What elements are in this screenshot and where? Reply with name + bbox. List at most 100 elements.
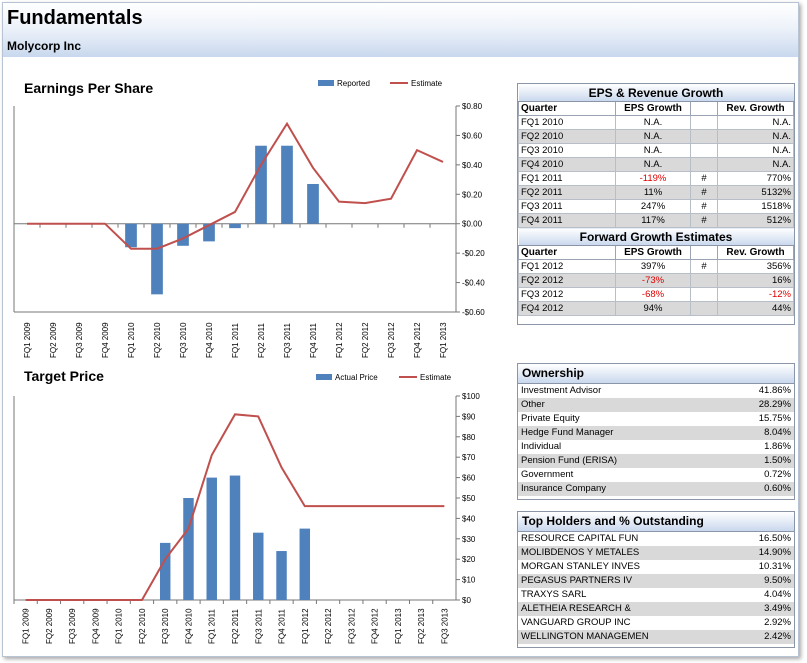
tp-x-tick-label: FQ3 2012: [347, 608, 356, 644]
eps-eps-growth-cell: N.A.: [615, 157, 691, 172]
col-quarter: Quarter: [518, 101, 616, 116]
eps-eps-growth-cell: 11%: [615, 185, 691, 200]
fwd-row: FQ2 2012 -73% 16%: [518, 273, 794, 288]
eps-x-tick-label: FQ1 2013: [439, 322, 448, 358]
tp-x-tick-label: FQ2 2009: [45, 608, 54, 644]
fwd-col-rev-growth: Rev. Growth: [717, 245, 794, 260]
ownership-row: Government 0.72%: [518, 468, 794, 482]
tp-y-tick-label: $10: [462, 576, 476, 585]
tp-chart-title: Target Price: [24, 368, 104, 384]
eps-x-tick-label: FQ1 2012: [335, 322, 344, 358]
fwd-col-eps-growth: EPS Growth: [615, 245, 691, 260]
eps-flag-cell: [690, 115, 718, 130]
eps-x-tick-label: FQ4 2011: [309, 322, 318, 358]
ownership-value: 8.04%: [764, 427, 791, 438]
ownership-panel: Ownership Investment Advisor 41.86% Other 2…: [517, 363, 795, 500]
eps-flag-cell: [690, 157, 718, 172]
fwd-col-quarter: Quarter: [518, 245, 616, 260]
eps-bar: [281, 145, 293, 224]
top-holders-panel: Top Holders and % Outstanding RESOURCE C…: [517, 511, 795, 648]
ownership-label: Investment Advisor: [521, 385, 602, 396]
ownership-value: 28.29%: [758, 399, 791, 410]
holder-row: MOLIBDENOS Y METALES 14.90%: [518, 546, 794, 560]
fwd-row: FQ3 2012 -68% -12%: [518, 287, 794, 302]
holder-value: 14.90%: [758, 547, 791, 558]
fwd-rev-growth-cell: -12%: [717, 287, 794, 302]
eps-row: FQ3 2011 247% #1518%: [518, 199, 794, 214]
eps-x-tick-label: FQ3 2010: [179, 322, 188, 358]
ownership-row: Other 28.29%: [518, 398, 794, 412]
holder-row: ALETHEIA RESEARCH & 3.49%: [518, 602, 794, 616]
eps-x-tick-label: FQ3 2009: [75, 322, 84, 358]
eps-rev-growth-cell: N.A.: [717, 129, 794, 144]
eps-y-tick-label: -$0.20: [462, 249, 485, 258]
holder-label: PEGASUS PARTNERS IV: [521, 575, 633, 586]
eps-y-tick-label: $0.40: [462, 161, 483, 170]
fwd-quarter-cell: FQ2 2012: [518, 273, 616, 288]
eps-x-tick-label: FQ1 2009: [23, 322, 32, 358]
holder-row: TRAXYS SARL 4.04%: [518, 588, 794, 602]
eps-x-tick-label: FQ4 2009: [101, 322, 110, 358]
ownership-value: 0.60%: [764, 483, 791, 494]
ownership-label: Other: [521, 399, 545, 410]
ownership-list: Investment Advisor 41.86% Other 28.29% Priva…: [518, 384, 794, 496]
eps-y-tick-label: $0.80: [462, 102, 483, 111]
ownership-row: Insurance Company 0.60%: [518, 482, 794, 496]
tp-bar: [159, 542, 171, 600]
eps-x-tick-label: FQ1 2010: [127, 322, 136, 358]
eps-y-tick-label: -$0.60: [462, 308, 485, 317]
ownership-value: 0.72%: [764, 469, 791, 480]
eps-y-tick-label: $0.20: [462, 190, 483, 199]
eps-rev-growth-cell: N.A.: [717, 143, 794, 158]
fwd-row: FQ4 2012 94% 44%: [518, 301, 794, 316]
eps-row: FQ1 2010 N.A. N.A.: [518, 115, 794, 130]
fwd-rev-growth-cell: 44%: [717, 301, 794, 316]
eps-row: FQ2 2010 N.A. N.A.: [518, 129, 794, 144]
tp-x-tick-label: FQ4 2009: [91, 608, 100, 644]
holder-label: TRAXYS SARL: [521, 589, 587, 600]
eps-flag-cell: #: [690, 213, 718, 228]
holder-value: 3.49%: [764, 603, 791, 614]
eps-quarter-cell: FQ3 2011: [518, 199, 616, 214]
ownership-label: Hedge Fund Manager: [521, 427, 614, 438]
ownership-row: Pension Fund (ERISA) 1.50%: [518, 454, 794, 468]
fwd-col-flag: [690, 245, 718, 260]
eps-y-tick-label: $0.60: [462, 131, 483, 140]
ownership-row: Investment Advisor 41.86%: [518, 384, 794, 398]
fwd-quarter-cell: FQ1 2012: [518, 259, 616, 274]
holder-row: PEGASUS PARTNERS IV 9.50%: [518, 574, 794, 588]
tp-bar: [206, 477, 217, 600]
eps-bar: [177, 223, 189, 246]
eps-x-tick-label: FQ4 2010: [205, 322, 214, 358]
fwd-eps-growth-cell: 94%: [615, 301, 691, 316]
tp-x-tick-label: FQ4 2011: [278, 608, 287, 644]
eps-x-tick-label: FQ2 2009: [49, 322, 58, 358]
eps-quarter-cell: FQ3 2010: [518, 143, 616, 158]
eps-flag-cell: #: [690, 171, 718, 186]
eps-bar: [151, 223, 163, 295]
eps-quarter-cell: FQ2 2010: [518, 129, 616, 144]
eps-x-tick-label: FQ2 2011: [257, 322, 266, 358]
eps-x-tick-label: FQ2 2012: [361, 322, 370, 358]
eps-eps-growth-cell: N.A.: [615, 143, 691, 158]
holder-value: 16.50%: [758, 533, 791, 544]
fwd-eps-growth-cell: -68%: [615, 287, 691, 302]
fwd-flag-cell: #: [690, 259, 718, 274]
fwd-table-title: Forward Growth Estimates: [518, 227, 794, 246]
tp-x-tick-label: FQ4 2012: [371, 608, 380, 644]
eps-flag-cell: [690, 129, 718, 144]
tp-y-tick-label: $0: [462, 596, 471, 605]
holder-row: MORGAN STANLEY INVES 10.31%: [518, 560, 794, 574]
eps-quarter-cell: FQ4 2010: [518, 157, 616, 172]
fwd-flag-cell: [690, 273, 718, 288]
eps-bar: [229, 223, 241, 229]
tp-legend-bar-swatch: [316, 374, 332, 380]
fwd-flag-cell: [690, 301, 718, 316]
eps-x-tick-label: FQ3 2012: [387, 322, 396, 358]
tp-y-tick-label: $60: [462, 474, 476, 483]
eps-x-tick-label: FQ1 2011: [231, 322, 240, 358]
eps-legend-bar-label: Reported: [337, 79, 370, 88]
eps-row: FQ1 2011 -119% #770%: [518, 171, 794, 186]
tp-x-tick-label: FQ2 2010: [138, 608, 147, 644]
tp-y-tick-label: $100: [462, 392, 480, 401]
